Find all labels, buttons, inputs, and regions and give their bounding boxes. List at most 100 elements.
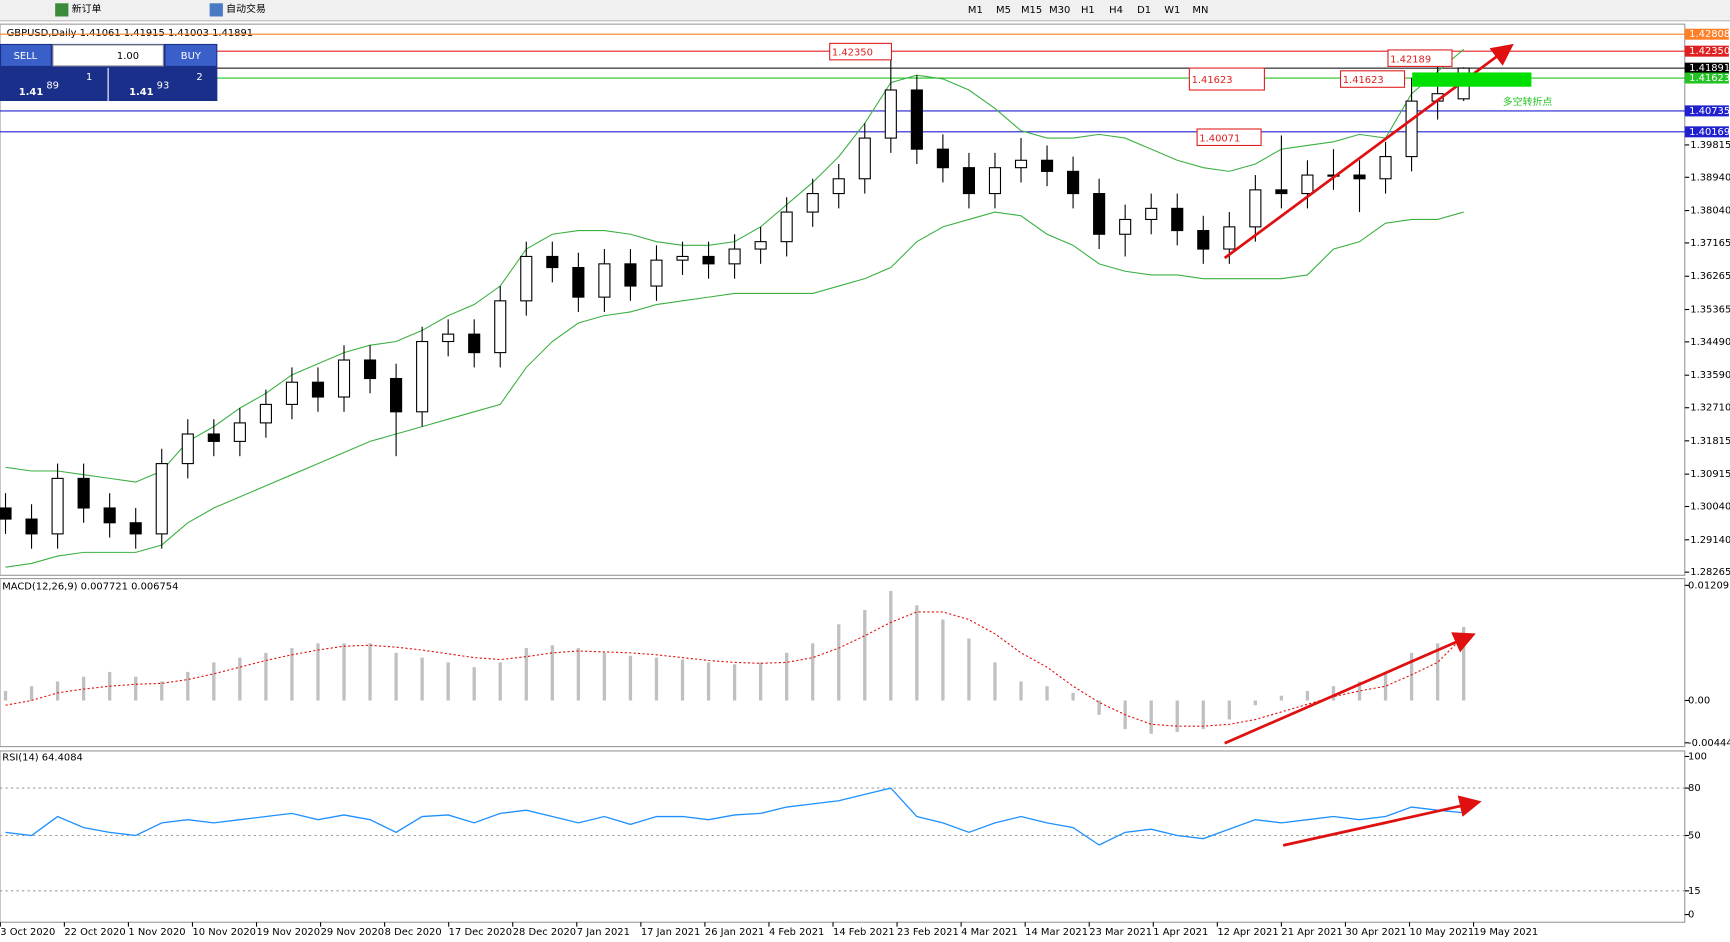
lots-value[interactable]: 1.00: [117, 51, 139, 62]
bid-pips: 89: [46, 81, 59, 92]
sell-label[interactable]: SELL: [14, 51, 38, 62]
new-order-icon[interactable]: [55, 3, 69, 17]
auto-trading-icon[interactable]: [209, 3, 223, 17]
price-layer: GBPUSD,Daily 1.41061 1.41915 1.41003 1.4…: [0, 28, 1730, 938]
candle-body: [1171, 207, 1184, 232]
x-tick-label: 4 Mar 2021: [961, 927, 1018, 938]
annotation: 1.40071: [1199, 133, 1240, 144]
annotation: 1.41623: [1192, 75, 1233, 86]
macd-bar: [915, 605, 919, 701]
candle-body: [494, 300, 507, 354]
x-tick-label: 26 Jan 2021: [705, 927, 764, 938]
timeframe-button[interactable]: M1: [968, 5, 983, 16]
y-tick-label: 15: [1688, 886, 1701, 897]
candle-body: [285, 381, 299, 405]
macd-bar: [680, 659, 685, 701]
macd-bar: [1357, 681, 1362, 701]
annotation: 1.41623: [1343, 75, 1384, 86]
bid-point: 1: [86, 72, 92, 83]
annotation: 1.42189: [1390, 54, 1431, 65]
candle-body: [1119, 218, 1132, 235]
candle-body: [676, 255, 689, 261]
timeframe-button[interactable]: M5: [996, 5, 1011, 16]
candle-body: [259, 403, 272, 424]
candle-body: [624, 263, 637, 287]
candle-body: [572, 266, 585, 298]
x-tick-label: 23 Feb 2021: [897, 927, 959, 938]
macd-pane: [0, 578, 1686, 748]
x-tick-label: 29 Nov 2020: [321, 927, 385, 938]
candle-body: [51, 477, 64, 535]
timeframe-button[interactable]: M15: [1021, 5, 1042, 16]
macd-bar: [654, 657, 659, 701]
x-tick-label: 1 Nov 2020: [128, 927, 185, 938]
macd-bar: [576, 648, 581, 701]
macd-bar: [1305, 690, 1310, 701]
bollinger-band: [5, 211, 1464, 568]
candle-body: [754, 241, 767, 250]
x-tick-label: 17 Jan 2021: [641, 927, 700, 938]
price-level-label: 1.42350: [1689, 46, 1730, 57]
macd-bar: [420, 657, 424, 701]
macd-bar: [134, 676, 138, 701]
price-level-label: 1.41623: [1689, 73, 1730, 84]
x-tick-label: 30 Apr 2021: [1345, 927, 1406, 938]
macd-bar: [316, 643, 320, 701]
timeframe-button[interactable]: D1: [1137, 5, 1151, 16]
ask-big: 1.41: [129, 87, 154, 98]
rsi-layer: RSI(14) 64.4084 100 80 50 15 0: [0, 751, 1707, 921]
macd-bar: [264, 652, 268, 701]
macd-bar: [446, 662, 450, 701]
timeframe-button[interactable]: H4: [1109, 5, 1123, 16]
macd-bar: [1253, 700, 1258, 706]
candle-body: [1093, 193, 1106, 235]
y-tick-label: 0.01209: [1688, 580, 1729, 591]
macd-bar: [941, 619, 945, 701]
annotation-box: [829, 42, 893, 61]
x-tick-label: 19 May 2021: [1474, 927, 1539, 938]
y-tick-label: 1.29140: [1690, 535, 1730, 546]
annotation: 1.42350: [832, 48, 873, 59]
macd-bar: [1331, 686, 1336, 701]
price-level-label: 1.41891: [1689, 63, 1730, 74]
macd-signal: [5, 611, 1465, 727]
candle-body: [311, 381, 325, 398]
macd-bar: [1175, 700, 1179, 732]
candle-body: [728, 248, 741, 265]
new-order-button[interactable]: 新订单: [72, 2, 102, 15]
y-tick-label: 1.39815: [1690, 140, 1730, 151]
macd-bar: [1149, 700, 1153, 734]
price-level-tag: [1684, 126, 1729, 138]
bid-big: 1.41: [19, 87, 44, 98]
macd-bar: [1201, 700, 1205, 730]
price-level-label: 1.42808: [1689, 29, 1730, 40]
buy-label[interactable]: BUY: [181, 51, 202, 62]
candle-body: [1067, 170, 1080, 195]
y-tick-label: -0.004446: [1688, 738, 1730, 749]
timeframe-button[interactable]: M30: [1049, 5, 1070, 16]
timeframe-button[interactable]: W1: [1164, 5, 1180, 16]
candle-body: [390, 377, 403, 413]
timeframe-button[interactable]: MN: [1192, 5, 1208, 16]
macd-bar: [238, 657, 242, 701]
x-tick-label: 1 Apr 2021: [1153, 927, 1208, 938]
x-tick-label: 14 Feb 2021: [833, 927, 895, 938]
lots-input[interactable]: [52, 44, 164, 67]
macd-arrow: [1224, 632, 1476, 745]
x-tick-label: 28 Dec 2020: [513, 927, 576, 938]
macd-bar: [1279, 695, 1284, 701]
candle-body: [702, 255, 715, 265]
buy-button[interactable]: [165, 45, 217, 66]
timeframe-button[interactable]: H1: [1081, 5, 1095, 16]
candle-body: [1353, 174, 1366, 180]
macd-bar: [732, 664, 737, 701]
x-tick-label: 14 Mar 2021: [1025, 927, 1088, 938]
sell-button[interactable]: [1, 45, 51, 66]
candle-body: [77, 477, 90, 509]
auto-trading-button[interactable]: 自动交易: [226, 2, 266, 15]
toolbar: [0, 0, 1730, 21]
macd-bar: [212, 662, 216, 701]
y-tick-label: 1.35365: [1690, 305, 1730, 316]
